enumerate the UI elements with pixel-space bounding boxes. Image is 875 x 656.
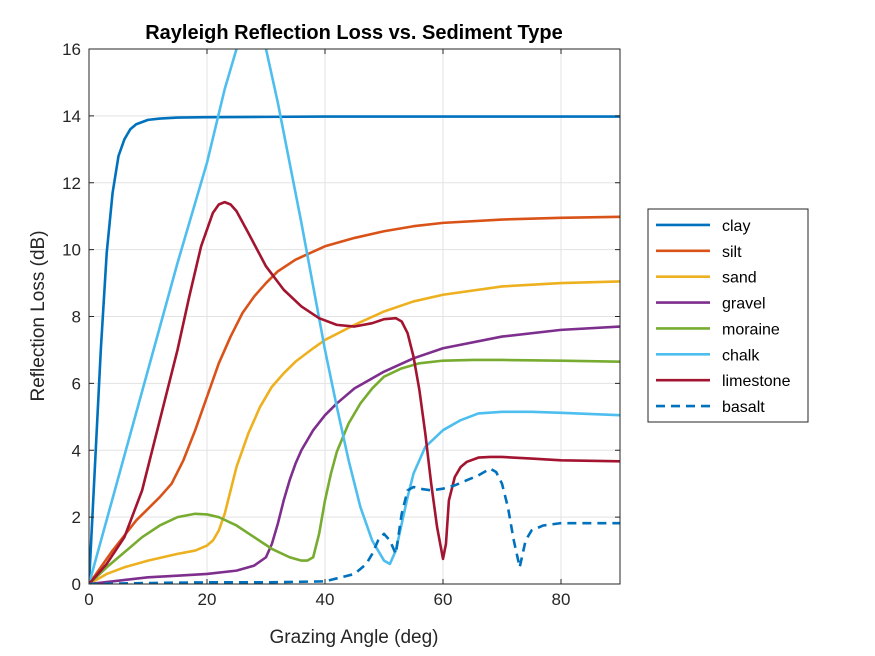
legend: clay silt sand gravel moraine chalk limestone b… <box>647 208 809 423</box>
x-tick-label: 60 <box>434 590 453 609</box>
legend-box <box>647 208 809 423</box>
x-tick-label: 40 <box>316 590 335 609</box>
y-tick-label: 10 <box>62 241 81 260</box>
series-line-sand <box>89 280 620 584</box>
legend-label-chalk: chalk <box>722 347 760 364</box>
legend-label-gravel: gravel <box>722 296 766 313</box>
series-line-silt <box>89 215 620 584</box>
series-line-clay <box>89 115 620 584</box>
y-tick-label: 4 <box>72 441 81 460</box>
chart-title: Rayleigh Reflection Loss vs. Sediment Ty… <box>145 22 563 44</box>
legend-label-sand: sand <box>722 270 757 287</box>
legend-label-moraine: moraine <box>722 321 780 338</box>
y-tick-label: 6 <box>72 374 81 393</box>
y-tick-label: 16 <box>62 40 81 59</box>
y-axis-label: Reflection Loss (dB) <box>28 230 49 401</box>
y-tick-label: 14 <box>62 107 81 126</box>
series-line-basalt <box>89 467 620 584</box>
legend-label-clay: clay <box>722 218 750 235</box>
y-tick-label: 0 <box>72 575 81 594</box>
series-line-moraine <box>89 358 620 584</box>
y-tick-label: 12 <box>62 174 81 193</box>
series-group <box>89 49 620 584</box>
legend-label-basalt: basalt <box>722 399 765 416</box>
x-tick-label: 80 <box>552 590 571 609</box>
x-tick-label: 0 <box>84 590 93 609</box>
y-tick-label: 2 <box>72 508 81 527</box>
axis-ticks: 0 20 40 60 80 0 2 4 6 8 10 12 14 16 <box>62 40 620 609</box>
legend-label-limestone: limestone <box>722 373 791 390</box>
series-line-limestone <box>89 200 620 584</box>
x-tick-label: 20 <box>198 590 217 609</box>
series-line-chalk <box>89 49 620 584</box>
x-axis-label: Grazing Angle (deg) <box>270 627 439 648</box>
series-line-gravel <box>89 325 620 584</box>
legend-label-silt: silt <box>722 244 742 261</box>
y-tick-label: 8 <box>72 308 81 327</box>
